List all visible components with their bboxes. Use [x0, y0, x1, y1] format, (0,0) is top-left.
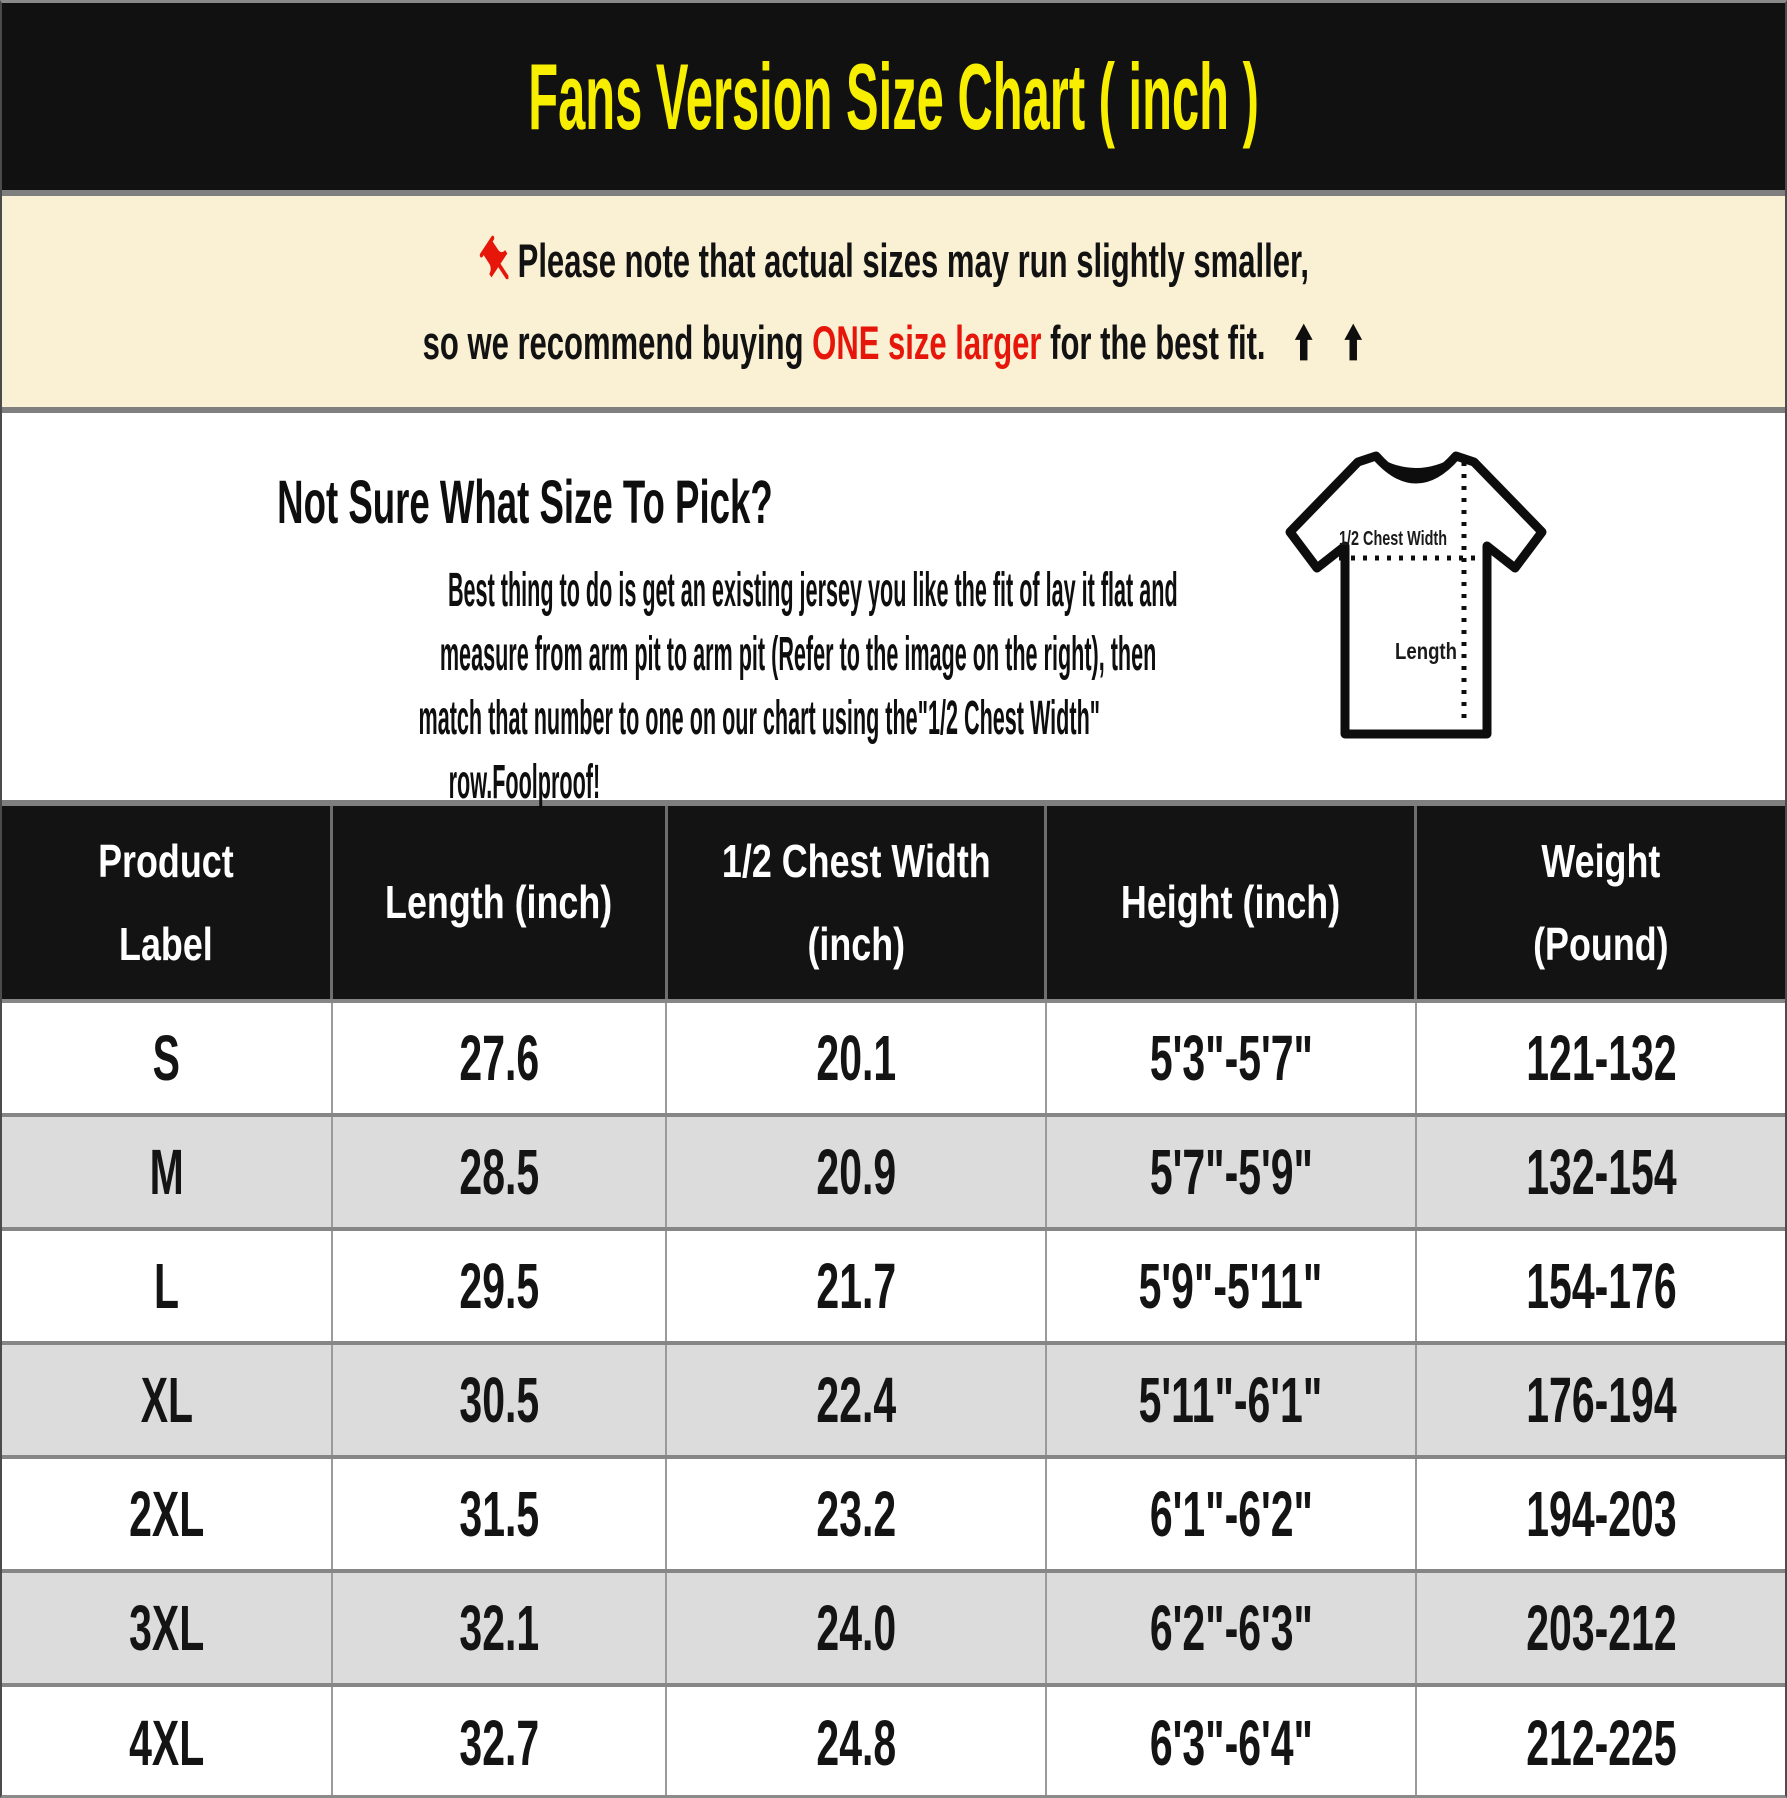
measurement-diagram: 1/2 Chest Width Length [1047, 413, 1785, 800]
cell-length: 32.1 [330, 1569, 667, 1685]
up-arrow-icon [1344, 323, 1363, 361]
notice-line-2: so we recommend buying ONE size larger f… [180, 315, 1607, 370]
divider [2, 407, 1785, 413]
cell-weight: 154-176 [1414, 1227, 1785, 1343]
cell-size: M [2, 1113, 332, 1229]
cell-weight: 203-212 [1414, 1569, 1785, 1685]
table-row: 2XL 31.5 23.2 6'1"-6'2" 194-203 [2, 1455, 1785, 1571]
cell-weight: 212-225 [1414, 1683, 1785, 1795]
cell-length: 30.5 [330, 1341, 667, 1457]
table-row: 3XL 32.1 24.0 6'2"-6'3" 203-212 [2, 1569, 1785, 1685]
cell-size: 3XL [2, 1569, 332, 1685]
cell-length: 28.5 [330, 1113, 667, 1229]
divider [2, 800, 1785, 806]
guide-text-block: Not Sure What Size To Pick? Best thing t… [2, 413, 1178, 809]
cell-length: 29.5 [330, 1227, 667, 1343]
guide-body: Best thing to do is get an existing jers… [2, 564, 1177, 820]
column-header-chest-width: 1/2 Chest Width (inch) [664, 806, 1046, 1001]
cell-size: 2XL [2, 1455, 332, 1571]
one-size-larger-highlight: ONE size larger [812, 316, 1042, 369]
notice-text-2-suffix: for the best fit. [1041, 316, 1266, 369]
cell-weight: 132-154 [1414, 1113, 1785, 1229]
table-row: 4XL 32.7 24.8 6'3"-6'4" 212-225 [2, 1683, 1785, 1795]
table-row: M 28.5 20.9 5'7"-5'9" 132-154 [2, 1113, 1785, 1229]
up-arrow-icon [1294, 323, 1313, 361]
cell-height: 5'7"-5'9" [1044, 1113, 1416, 1229]
cell-chest: 24.8 [665, 1683, 1046, 1795]
notice-text-1: Please note that actual sizes may run sl… [517, 234, 1309, 287]
cell-size: XL [2, 1341, 332, 1457]
cell-weight: 121-132 [1414, 999, 1785, 1115]
cell-chest: 24.0 [665, 1569, 1046, 1685]
divider [2, 190, 1785, 196]
guide-body-line: measure from arm pit to arm pit (Refer t… [439, 628, 1157, 681]
column-header-product-label: Product Label [2, 806, 332, 1001]
length-label: Length [1395, 638, 1457, 664]
table-row: XL 30.5 22.4 5'11"-6'1" 176-194 [2, 1341, 1785, 1457]
cell-height: 5'9"-5'11" [1044, 1227, 1416, 1343]
column-header-weight: Weight (Pound) [1414, 806, 1785, 1001]
column-header-height: Height (inch) [1044, 806, 1416, 1001]
cell-weight: 176-194 [1414, 1341, 1785, 1457]
table-header-row: Product Label Length (inch) 1/2 Chest Wid… [2, 806, 1785, 1001]
title-bar: Fans Version Size Chart ( inch ) [2, 3, 1785, 190]
guide-body-line: match that number to one on our chart us… [418, 692, 1101, 745]
cell-chest: 22.4 [665, 1341, 1046, 1457]
tshirt-diagram-icon: 1/2 Chest Width Length [1285, 451, 1547, 739]
table-row: L 29.5 21.7 5'9"-5'11" 154-176 [2, 1227, 1785, 1343]
notice-banner: Please note that actual sizes may run sl… [2, 196, 1785, 407]
cell-chest: 20.9 [665, 1113, 1046, 1229]
cell-height: 6'3"-6'4" [1044, 1683, 1416, 1795]
column-header-length: Length (inch) [330, 806, 667, 1001]
cell-length: 32.7 [330, 1683, 667, 1795]
pushpin-icon [479, 235, 509, 280]
cell-length: 31.5 [330, 1455, 667, 1571]
guide-heading: Not Sure What Size To Pick? [276, 468, 773, 536]
cell-length: 27.6 [330, 999, 667, 1115]
notice-text-2-prefix: so we recommend buying [422, 316, 813, 369]
chest-width-label: 1/2 Chest Width [1339, 528, 1447, 550]
cell-chest: 21.7 [665, 1227, 1046, 1343]
cell-height: 6'1"-6'2" [1044, 1455, 1416, 1571]
cell-height: 6'2"-6'3" [1044, 1569, 1416, 1685]
guide-body-line: Best thing to do is get an existing jers… [447, 564, 1178, 617]
cell-size: 4XL [2, 1683, 332, 1795]
cell-size: L [2, 1227, 332, 1343]
size-table: Product Label Length (inch) 1/2 Chest Wid… [2, 806, 1785, 1795]
cell-weight: 194-203 [1414, 1455, 1785, 1571]
guide-body-line: row.Foolproof! [448, 756, 601, 809]
cell-chest: 20.1 [665, 999, 1046, 1115]
cell-size: S [2, 999, 332, 1115]
cell-height: 5'11"-6'1" [1044, 1341, 1416, 1457]
cell-chest: 23.2 [665, 1455, 1046, 1571]
size-guide-section: Not Sure What Size To Pick? Best thing t… [2, 413, 1785, 809]
page-title: Fans Version Size Chart ( inch ) [528, 43, 1259, 149]
table-row: S 27.6 20.1 5'3"-5'7" 121-132 [2, 999, 1785, 1115]
cell-height: 5'3"-5'7" [1044, 999, 1416, 1115]
notice-line-1: Please note that actual sizes may run sl… [264, 233, 1523, 291]
